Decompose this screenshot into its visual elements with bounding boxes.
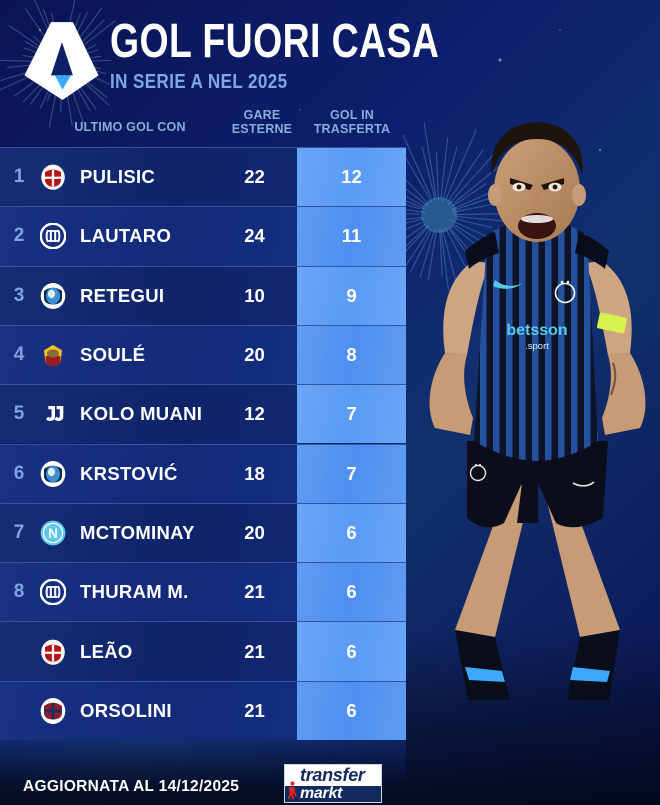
svg-text:.sport: .sport	[525, 341, 549, 352]
svg-text:betsson: betsson	[506, 322, 567, 339]
